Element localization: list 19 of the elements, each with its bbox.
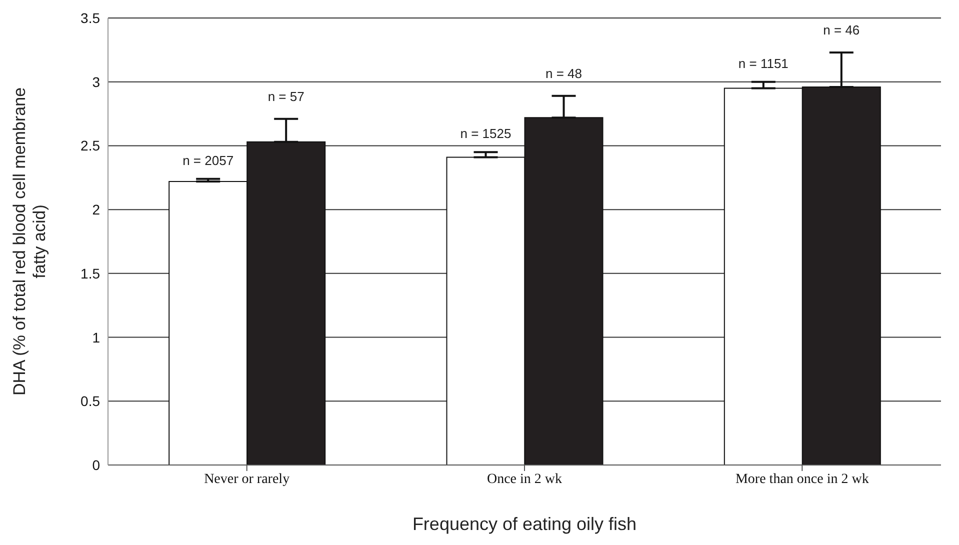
x-axis-title: Frequency of eating oily fish <box>412 514 637 534</box>
y-tick-label: 3.5 <box>80 10 100 26</box>
annotation: n = 2057 <box>182 152 234 168</box>
y-tick-label: 1.5 <box>80 265 100 282</box>
x-tick-label: Never or rarely <box>204 472 290 487</box>
y-tick-label: 2.5 <box>80 138 100 154</box>
annotation: n = 1525 <box>460 126 512 142</box>
annotation: n = 48 <box>545 66 582 81</box>
x-tick-label: Once in 2 wk <box>486 472 562 487</box>
y-tick-label: 2 <box>92 202 100 218</box>
annotation: n = 46 <box>823 22 860 38</box>
annotation: n = 57 <box>268 88 304 104</box>
y-tick-label: 1 <box>92 329 100 346</box>
y-tick-label: 0.5 <box>80 393 100 410</box>
x-tick-label: More than once in 2 wk <box>735 472 869 487</box>
annotation: n = 1151 <box>738 56 788 71</box>
y-axis-title: DHA (% of total red blood cell membrane fatty acid) <box>10 87 49 396</box>
y-tick-label: 3 <box>92 74 100 90</box>
y-tick-label: 0 <box>92 456 100 473</box>
